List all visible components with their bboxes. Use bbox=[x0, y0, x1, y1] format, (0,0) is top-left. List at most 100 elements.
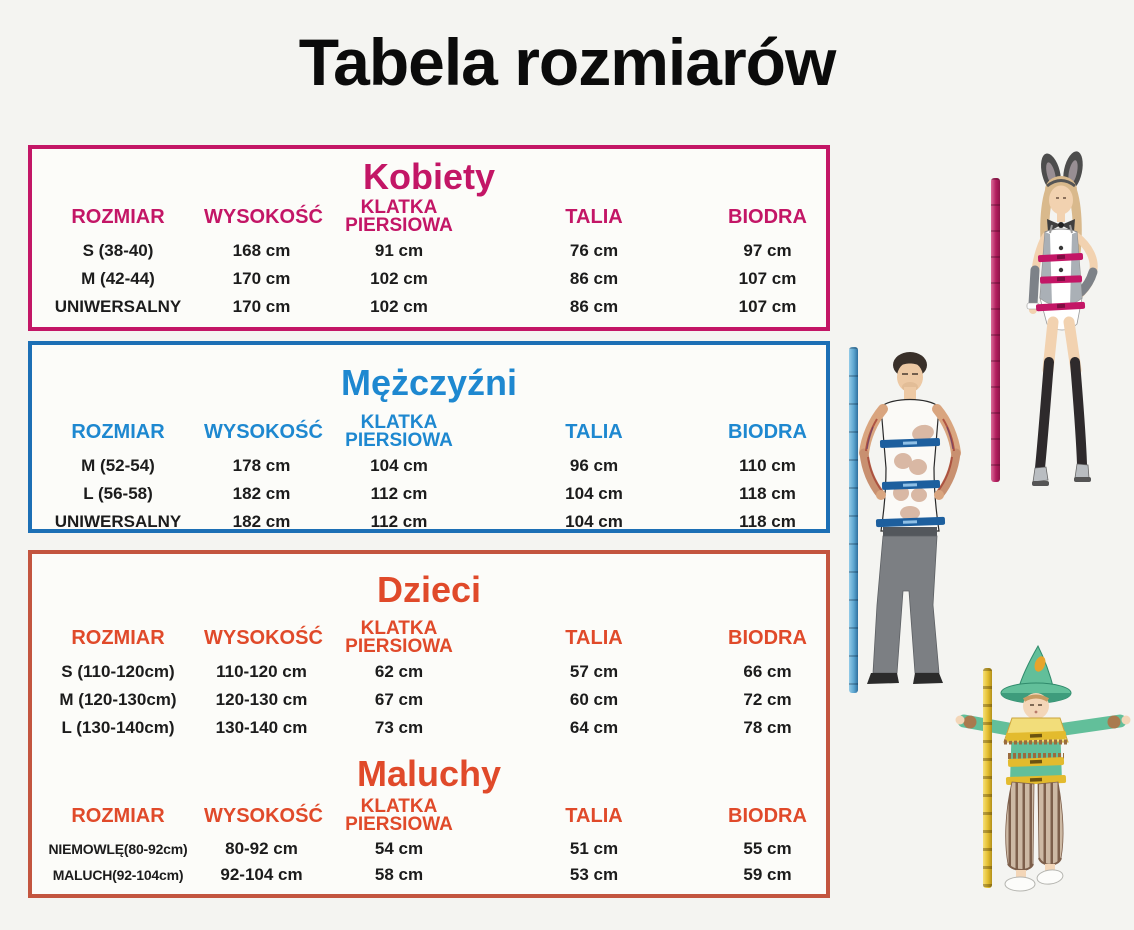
col-header-wysokosc: WYSOKOŚĆ bbox=[204, 627, 323, 649]
height-cell: 170 cm bbox=[232, 297, 291, 316]
women-column-header-row: ROZMIAR WYSOKOŚĆ KLATKA PIERSIOWA TALIA … bbox=[32, 197, 826, 237]
col-header-wysokosc: WYSOKOŚĆ bbox=[204, 421, 323, 443]
waist-cell: 64 cm bbox=[569, 718, 619, 737]
waist-cell: 53 cm bbox=[569, 865, 619, 884]
men-size-table: Mężczyźni ROZMIAR WYSOKOŚĆ KLATKA PIERSI… bbox=[28, 341, 830, 533]
col-header-klatka-piersiowa: KLATKA PIERSIOWA bbox=[345, 197, 453, 236]
blue-measuring-stick bbox=[849, 347, 858, 693]
yellow-measuring-stick bbox=[983, 668, 992, 888]
col-header-talia: TALIA bbox=[565, 627, 623, 649]
hips-cell: 107 cm bbox=[738, 269, 797, 288]
chest-cell: 102 cm bbox=[370, 269, 428, 288]
waist-cell: 86 cm bbox=[569, 297, 619, 316]
col-header-biodra: BIODRA bbox=[728, 206, 807, 228]
table-row: M (42-44) 170 cm 102 cm 86 cm 107 cm bbox=[32, 265, 826, 293]
height-cell: 92-104 cm bbox=[220, 865, 303, 884]
hips-cell: 72 cm bbox=[743, 690, 792, 709]
waist-cell: 51 cm bbox=[569, 839, 619, 858]
waist-cell: 104 cm bbox=[565, 512, 623, 531]
size-cell: UNIWERSALNY bbox=[54, 297, 182, 316]
hips-cell: 118 cm bbox=[739, 484, 796, 503]
section-title-women: Kobiety bbox=[362, 156, 495, 197]
size-cell: M (52-54) bbox=[81, 456, 155, 475]
hips-cell: 55 cm bbox=[743, 839, 792, 858]
hips-cell: 66 cm bbox=[743, 662, 792, 681]
col-header-wysokosc: WYSOKOŚĆ bbox=[204, 206, 323, 228]
size-cell: L (130-140cm) bbox=[61, 718, 175, 737]
table-row: L (56-58) 182 cm 112 cm 104 cm 118 cm bbox=[32, 480, 826, 508]
chest-cell: 58 cm bbox=[374, 865, 424, 884]
table-row: UNIWERSALNY 182 cm 112 cm 104 cm 118 cm bbox=[32, 508, 826, 536]
hips-cell: 78 cm bbox=[743, 718, 792, 737]
col-header-biodra: BIODRA bbox=[728, 805, 807, 827]
height-cell: 168 cm bbox=[232, 241, 291, 260]
men-column-header-row: ROZMIAR WYSOKOŚĆ KLATKA PIERSIOWA TALIA … bbox=[32, 412, 826, 452]
height-cell: 182 cm bbox=[232, 484, 291, 503]
size-cell: M (120-130cm) bbox=[59, 690, 177, 709]
page-title: Tabela rozmiarów bbox=[298, 25, 837, 99]
height-cell: 170 cm bbox=[232, 269, 291, 288]
hips-cell: 97 cm bbox=[743, 241, 792, 260]
col-header-wysokosc: WYSOKOŚĆ bbox=[204, 805, 323, 827]
col-header-rozmiar: ROZMIAR bbox=[71, 421, 165, 443]
toddlers-column-header-row: ROZMIAR WYSOKOŚĆ KLATKA PIERSIOWA TALIA … bbox=[32, 796, 826, 836]
man-muscle-shirt-illustration bbox=[853, 343, 1011, 695]
size-cell: MALUCH(92-104cm) bbox=[52, 867, 184, 883]
table-row: M (52-54) 178 cm 104 cm 96 cm 110 cm bbox=[32, 452, 826, 480]
height-cell: 110-120 cm bbox=[216, 662, 307, 681]
col-header-talia: TALIA bbox=[565, 421, 623, 443]
size-cell: S (110-120cm) bbox=[61, 662, 175, 681]
table-row: NIEMOWLĘ(80-92cm) 80-92 cm 54 cm 51 cm 5… bbox=[32, 836, 826, 862]
toddler-costume-illustration bbox=[950, 642, 1134, 925]
height-cell: 120-130 cm bbox=[215, 690, 308, 709]
waist-cell: 96 cm bbox=[569, 456, 619, 475]
chest-cell: 62 cm bbox=[374, 662, 424, 681]
chest-cell: 112 cm bbox=[370, 512, 428, 531]
col-header-rozmiar: ROZMIAR bbox=[71, 206, 165, 228]
size-cell: S (38-40) bbox=[82, 241, 154, 260]
col-header-biodra: BIODRA bbox=[728, 421, 807, 443]
col-header-rozmiar: ROZMIAR bbox=[71, 805, 165, 827]
height-cell: 130-140 cm bbox=[215, 718, 308, 737]
table-row: S (110-120cm) 110-120 cm 62 cm 57 cm 66 … bbox=[32, 658, 826, 686]
woman-bunny-costume-illustration bbox=[993, 148, 1134, 492]
size-cell: NIEMOWLĘ(80-92cm) bbox=[48, 841, 188, 857]
size-cell: M (42-44) bbox=[81, 269, 155, 288]
chest-cell: 91 cm bbox=[374, 241, 424, 260]
table-row: UNIWERSALNY 170 cm 102 cm 86 cm 107 cm bbox=[32, 293, 826, 321]
col-header-klatka-piersiowa: KLATKA PIERSIOWA bbox=[345, 618, 453, 657]
hips-cell: 118 cm bbox=[739, 512, 796, 531]
chest-cell: 67 cm bbox=[374, 690, 424, 709]
size-cell: UNIWERSALNY bbox=[54, 512, 182, 531]
chest-cell: 54 cm bbox=[374, 839, 424, 858]
height-cell: 182 cm bbox=[232, 512, 291, 531]
waist-cell: 104 cm bbox=[565, 484, 623, 503]
col-header-talia: TALIA bbox=[565, 805, 623, 827]
hips-cell: 110 cm bbox=[739, 456, 796, 475]
waist-cell: 76 cm bbox=[569, 241, 619, 260]
col-header-talia: TALIA bbox=[565, 206, 623, 228]
col-header-biodra: BIODRA bbox=[728, 627, 807, 649]
pink-measuring-stick bbox=[991, 178, 1000, 482]
col-header-klatka-piersiowa: KLATKA PIERSIOWA bbox=[345, 412, 453, 451]
women-size-table: Kobiety ROZMIAR WYSOKOŚĆ KLATKA PIERSIOW… bbox=[28, 145, 830, 331]
height-cell: 80-92 cm bbox=[225, 839, 298, 858]
chest-cell: 104 cm bbox=[370, 456, 428, 475]
bunny-ears-icon bbox=[1041, 151, 1083, 193]
waist-cell: 60 cm bbox=[569, 690, 619, 709]
section-title-children: Dzieci bbox=[376, 569, 482, 610]
chest-cell: 73 cm bbox=[374, 718, 424, 737]
size-cell: L (56-58) bbox=[83, 484, 153, 503]
chest-cell: 102 cm bbox=[370, 297, 428, 316]
section-title-men: Mężczyźni bbox=[340, 362, 518, 403]
hips-cell: 59 cm bbox=[743, 865, 792, 884]
col-header-klatka-piersiowa: KLATKA PIERSIOWA bbox=[345, 796, 453, 835]
height-cell: 178 cm bbox=[232, 456, 291, 475]
waist-cell: 86 cm bbox=[569, 269, 619, 288]
chest-cell: 112 cm bbox=[370, 484, 428, 503]
children-size-table: Dzieci ROZMIAR WYSOKOŚĆ KLATKA PIERSIOWA… bbox=[28, 550, 830, 898]
section-title-toddlers: Maluchy bbox=[356, 753, 502, 794]
table-row: M (120-130cm) 120-130 cm 67 cm 60 cm 72 … bbox=[32, 686, 826, 714]
children-column-header-row: ROZMIAR WYSOKOŚĆ KLATKA PIERSIOWA TALIA … bbox=[32, 618, 826, 658]
hips-cell: 107 cm bbox=[738, 297, 797, 316]
